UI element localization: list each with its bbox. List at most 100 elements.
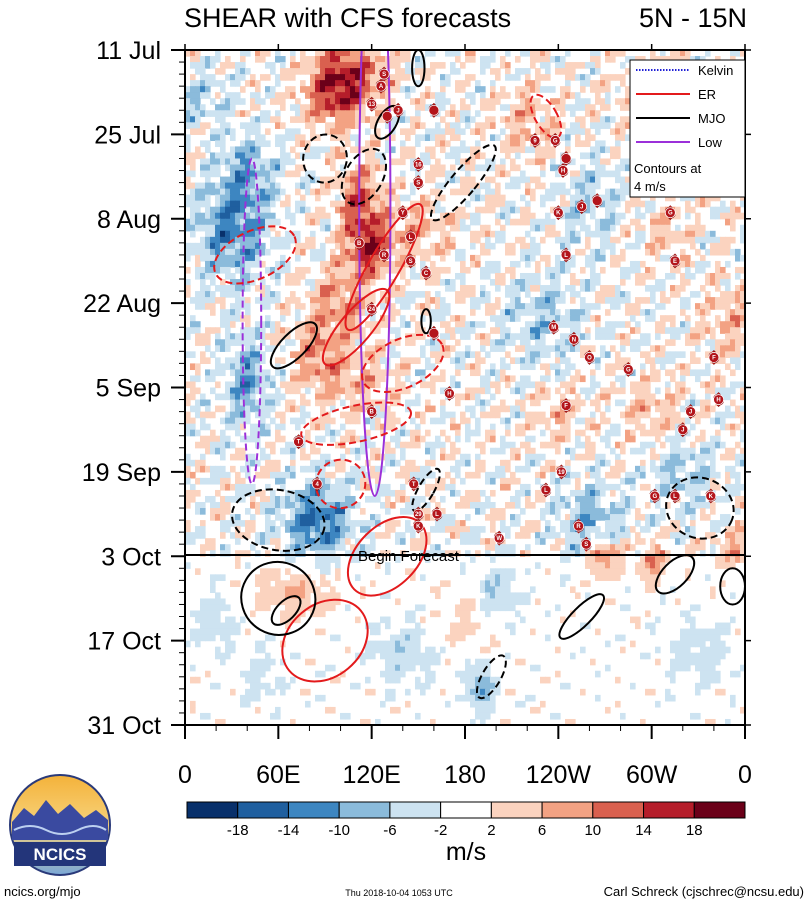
shear-cell [385,224,391,232]
shear-cell [530,333,536,340]
shear-cell [455,56,461,63]
shear-cell [700,441,706,449]
shear-cell [235,110,241,117]
shear-cell [275,260,281,268]
shear-cell [640,272,646,280]
shear-cell [450,104,456,111]
shear-cell [715,387,721,395]
shear-cell [600,459,606,467]
shear-cell [245,134,251,142]
shear-cell [265,74,271,81]
shear-cell [335,279,341,286]
shear-cell [595,465,601,473]
shear-cell [490,339,496,346]
shear-cell [500,128,506,135]
shear-cell [430,218,436,226]
shear-cell [200,272,206,280]
shear-cell [435,200,441,208]
shear-cell [345,176,351,184]
shear-cell [200,248,206,256]
shear-cell [215,104,221,111]
shear-cell [395,393,401,401]
shear-cell [490,188,496,196]
shear-cell [555,285,561,292]
shear-cell [550,266,556,274]
shear-cell [670,417,676,425]
shear-cell [625,56,631,63]
shear-cell [215,68,221,75]
shear-cell [625,158,631,166]
shear-cell [600,98,606,105]
shear-cell [485,291,491,298]
shear-cell [310,188,316,196]
shear-cell [610,429,616,437]
shear-cell [360,170,366,178]
shear-cell [625,357,631,364]
shear-cell [565,345,571,352]
shear-cell [620,80,626,87]
shear-cell [330,333,336,340]
shear-cell [525,128,531,135]
shear-cell [535,56,541,63]
shear-cell [185,254,191,262]
shear-cell [510,104,516,111]
shear-cell [240,327,246,334]
shear-cell [400,158,406,166]
shear-cell [540,333,546,340]
shear-cell [305,429,311,437]
shear-cell [720,411,726,419]
shear-cell [260,279,266,286]
shear-cell [265,194,271,202]
shear-cell [520,309,526,316]
shear-cell [555,291,561,298]
shear-cell [730,465,736,473]
shear-cell [470,50,476,57]
shear-cell [325,68,331,75]
shear-cell [225,393,231,401]
shear-cell [215,206,221,214]
shear-cell [390,315,396,322]
shear-cell [505,459,511,467]
shear-cell [265,399,271,407]
shear-cell [205,56,211,63]
shear-cell [255,387,261,395]
shear-cell [610,248,616,256]
shear-cell [265,266,271,274]
shear-cell [335,351,341,358]
shear-cell [550,146,556,154]
shear-cell [400,381,406,389]
shear-cell [710,212,716,220]
shear-cell [570,411,576,419]
shear-cell [260,140,266,148]
shear-cell [205,92,211,99]
shear-cell [245,80,251,87]
shear-cell [340,104,346,111]
shear-cell [295,116,301,123]
shear-cell [605,122,611,129]
shear-cell [555,345,561,352]
shear-cell [400,357,406,364]
shear-cell [475,152,481,160]
shear-cell [270,98,276,105]
shear-cell [350,393,356,401]
shear-cell [430,441,436,449]
shear-cell [185,86,191,93]
shear-cell [740,266,745,274]
shear-cell [340,297,346,304]
shear-cell [250,272,256,280]
shear-cell [350,116,356,123]
shear-cell [240,68,246,75]
shear-cell [210,152,216,160]
shear-cell [315,188,321,196]
shear-cell [545,321,551,328]
shear-cell [215,134,221,142]
shear-cell [340,272,346,280]
shear-cell [315,309,321,316]
shear-cell [560,291,566,298]
shear-cell [485,381,491,389]
shear-cell [690,357,696,364]
shear-cell [635,465,641,473]
shear-cell [340,224,346,232]
shear-cell [290,447,296,455]
shear-cell [455,471,461,479]
